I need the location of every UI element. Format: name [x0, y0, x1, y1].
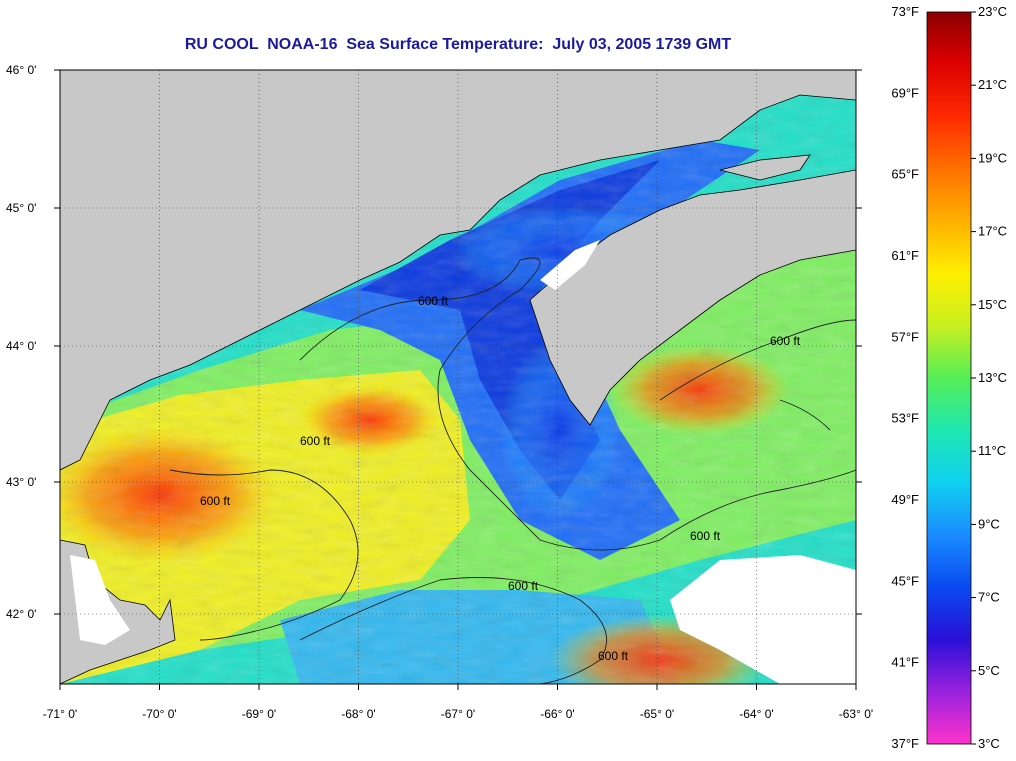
- contour-label: 600 ft: [508, 579, 539, 593]
- land-cape-breton: [719, 154, 811, 181]
- contour-line-4: [659, 319, 856, 401]
- contour-line-2: [169, 469, 359, 641]
- longitude-axis: -71° 0' -70° 0' -69° 0' -68° 0' -67° 0' -66° …: [43, 707, 873, 721]
- fahrenheit-label: 45°F: [891, 573, 919, 588]
- lon-tick-label: -69° 0': [242, 707, 276, 721]
- lon-tick-label: -65° 0': [640, 707, 674, 721]
- bathymetry-contours: [169, 257, 856, 684]
- lon-tick-label: -67° 0': [441, 707, 475, 721]
- map-area: 600 ft 600 ft 600 ft 600 ft 600 ft 600 f…: [60, 70, 856, 684]
- celsius-label: 15°C: [978, 297, 1007, 312]
- land-nova-scotia: [529, 169, 856, 426]
- fahrenheit-label: 37°F: [891, 736, 919, 751]
- contour-label: 600 ft: [200, 494, 231, 508]
- contour-label: 600 ft: [690, 529, 721, 543]
- celsius-label: 5°C: [978, 663, 1000, 678]
- lon-tick-label: -64° 0': [739, 707, 773, 721]
- lon-tick-label: -68° 0': [341, 707, 375, 721]
- lon-tick-label: -70° 0': [142, 707, 176, 721]
- lat-tick-label: 42° 0': [6, 607, 36, 621]
- celsius-label: 21°C: [978, 77, 1007, 92]
- lon-tick-label: -71° 0': [43, 707, 77, 721]
- contour-label: 600 ft: [770, 334, 801, 348]
- celsius-label: 17°C: [978, 224, 1007, 239]
- contour-line-5: [779, 399, 831, 431]
- fahrenheit-label: 49°F: [891, 492, 919, 507]
- lat-tick-label: 46° 0': [6, 63, 36, 77]
- colorbar: [926, 11, 972, 745]
- contour-label: 600 ft: [300, 434, 331, 448]
- lon-tick-label: -66° 0': [540, 707, 574, 721]
- lon-tick-label: -63° 0': [839, 707, 873, 721]
- contour-line-1: [299, 257, 856, 551]
- contour-label: 600 ft: [598, 649, 629, 663]
- contour-labels: 600 ft 600 ft 600 ft 600 ft 600 ft 600 f…: [200, 294, 801, 663]
- map-frame: [59, 69, 857, 685]
- contour-line-3: [299, 577, 608, 684]
- fahrenheit-label: 65°F: [891, 167, 919, 182]
- celsius-label: 23°C: [978, 4, 1007, 19]
- celsius-label: 9°C: [978, 516, 1000, 531]
- celsius-label: 11°C: [978, 443, 1006, 458]
- celsius-label: 13°C: [978, 370, 1007, 385]
- fahrenheit-label: 53°F: [891, 411, 919, 426]
- latitude-axis: 46° 0' 45° 0' 44° 0' 43° 0' 42° 0': [6, 63, 36, 621]
- cloud-patch-west: [70, 555, 130, 645]
- cloud-mask-south: [670, 555, 856, 684]
- colorbar-fahrenheit-labels: 73°F 69°F 65°F 61°F 57°F 53°F 49°F 45°F 41°F 37°F: [891, 4, 919, 751]
- cloud-patch-ns: [540, 240, 600, 290]
- celsius-label: 19°C: [978, 150, 1007, 165]
- fahrenheit-label: 61°F: [891, 248, 919, 263]
- fahrenheit-label: 73°F: [891, 4, 919, 19]
- lat-tick-label: 44° 0': [6, 339, 36, 353]
- celsius-label: 3°C: [978, 736, 1000, 751]
- lat-tick-label: 45° 0': [6, 201, 36, 215]
- map-title: RU COOL NOAA-16 Sea Surface Temperature:…: [184, 36, 732, 53]
- celsius-label: 7°C: [978, 590, 1000, 605]
- fahrenheit-label: 57°F: [891, 329, 919, 344]
- contour-label: 600 ft: [418, 294, 449, 308]
- lat-tick-label: 43° 0': [6, 475, 36, 489]
- colorbar-celsius-labels: 23°C 21°C 19°C 17°C 15°C 13°C 11°C 9°C 7°C 5°C 3°C: [971, 4, 1007, 751]
- fahrenheit-label: 41°F: [891, 655, 919, 670]
- fahrenheit-label: 69°F: [891, 85, 919, 100]
